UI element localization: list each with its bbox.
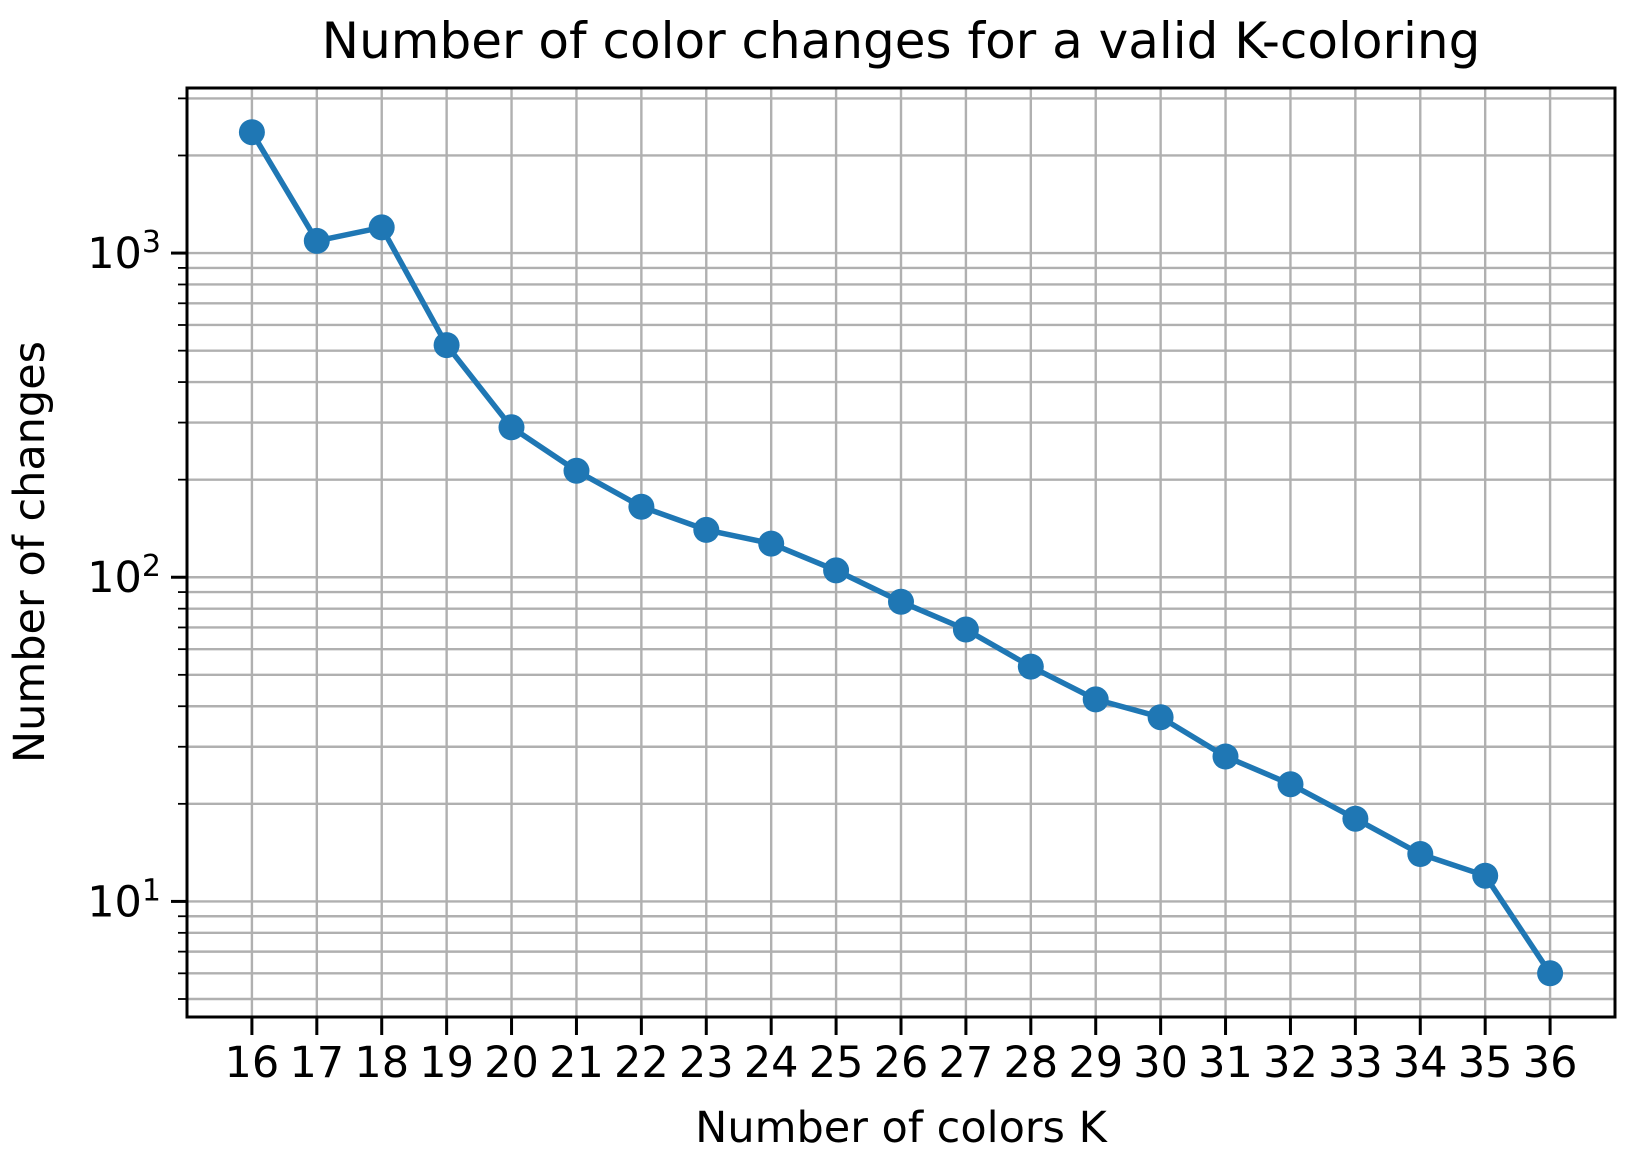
data-point-marker [758,530,785,557]
x-tick-label: 34 [1393,1038,1448,1088]
data-point-marker [1407,841,1434,867]
x-axis-label: Number of colors K [695,1103,1108,1153]
x-tick-label: 24 [744,1038,799,1088]
x-tick-label: 27 [939,1038,994,1088]
data-point-marker [1147,704,1174,731]
data-point-marker [693,516,720,543]
data-point-marker [628,493,655,520]
data-point-marker [1472,862,1499,889]
plot-border [185,86,1617,1019]
y-tick-label: 102 [87,549,161,603]
x-tick-label: 32 [1263,1038,1318,1088]
plot-border-layer [185,86,1617,1019]
series-layer [238,119,1564,987]
data-point-marker [1212,743,1239,770]
x-tick-label: 31 [1198,1038,1253,1088]
x-tick-label: 17 [289,1038,344,1088]
y-axis-label: Number of changes [5,341,55,763]
data-point-marker [823,557,850,584]
x-tick-label: 36 [1523,1038,1578,1088]
x-tick-label: 18 [354,1038,409,1088]
data-point-marker [1082,686,1109,713]
x-tick-label: 29 [1068,1038,1123,1088]
data-point-marker [433,332,460,359]
data-point-marker [368,214,395,241]
x-tick-label: 35 [1458,1038,1513,1088]
data-point-marker [498,414,525,441]
x-tick-label: 28 [1003,1038,1058,1088]
y-tick-label: 103 [87,225,161,279]
data-point-marker [952,616,979,643]
x-tick-label: 26 [874,1038,929,1088]
x-tick-label: 33 [1328,1038,1383,1088]
x-tick-label: 25 [809,1038,864,1088]
chart-title: Number of color changes for a valid K-co… [322,12,1481,70]
data-point-marker [1277,771,1304,798]
data-point-marker [1537,960,1564,987]
x-tick-label: 23 [679,1038,734,1088]
y-tick-label: 101 [87,873,161,927]
data-point-marker [1017,653,1044,680]
data-point-marker [563,457,590,484]
data-point-marker [238,119,265,146]
x-tick-label: 16 [225,1038,280,1088]
data-point-marker [303,227,330,254]
x-tick-label: 20 [484,1038,539,1088]
gridlines-layer [187,88,1615,1017]
data-point-marker [888,588,914,615]
x-tick-label: 19 [419,1038,474,1088]
x-tick-label: 21 [549,1038,604,1088]
tick-labels-layer: 16 17 18 19 20 21 22 23 24 25 26 27 28 29 30 31 32 33 34 35… [87,225,1577,1088]
x-tick-label: 22 [614,1038,669,1088]
x-tick-label: 30 [1133,1038,1188,1088]
data-point-marker [1342,805,1369,832]
